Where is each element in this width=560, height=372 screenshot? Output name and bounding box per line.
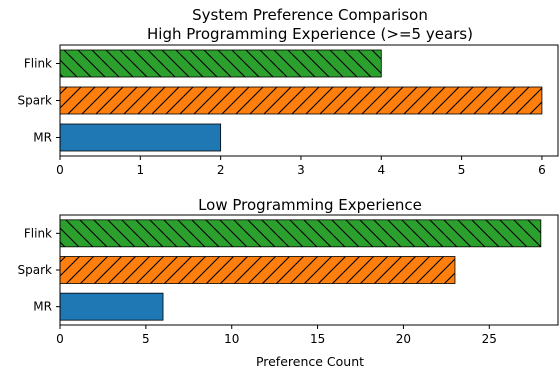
x-axis-label: Preference Count (256, 354, 364, 369)
chart-title: Low Programming Experience (198, 196, 422, 214)
chart-subtitle: High Programming Experience (>=5 years) (147, 25, 473, 43)
y-tick-label: MR (33, 300, 52, 314)
x-tick-label: 15 (310, 332, 325, 346)
bar-hatch-flink (60, 219, 541, 247)
x-tick-label: 20 (396, 332, 411, 346)
y-tick-label: MR (33, 131, 52, 145)
chart-title: System Preference Comparison (192, 6, 428, 24)
x-tick-label: 4 (377, 163, 385, 177)
x-tick-label: 25 (482, 332, 497, 346)
x-tick-label: 6 (538, 163, 546, 177)
bar-mr (60, 293, 164, 321)
y-tick-label: Spark (18, 263, 53, 277)
y-tick-label: Flink (24, 57, 52, 71)
x-tick-label: 5 (458, 163, 466, 177)
x-tick-label: 10 (224, 332, 239, 346)
bar-hatch-spark (60, 256, 455, 284)
y-tick-label: Flink (24, 226, 52, 240)
x-tick-label: 0 (56, 163, 64, 177)
x-tick-label: 5 (142, 332, 150, 346)
bar-hatch-spark (60, 87, 542, 114)
x-tick-label: 0 (56, 332, 64, 346)
bar-hatch-flink (60, 50, 382, 77)
bar-mr (60, 124, 221, 151)
x-tick-label: 3 (297, 163, 305, 177)
y-tick-label: Spark (18, 94, 53, 108)
x-tick-label: 2 (217, 163, 225, 177)
high-experience-chart: System Preference Comparison High Progra… (18, 6, 559, 177)
low-experience-chart: Low Programming Experience 0 5 10 15 20 25 MR… (18, 196, 559, 369)
x-tick-label: 1 (137, 163, 145, 177)
